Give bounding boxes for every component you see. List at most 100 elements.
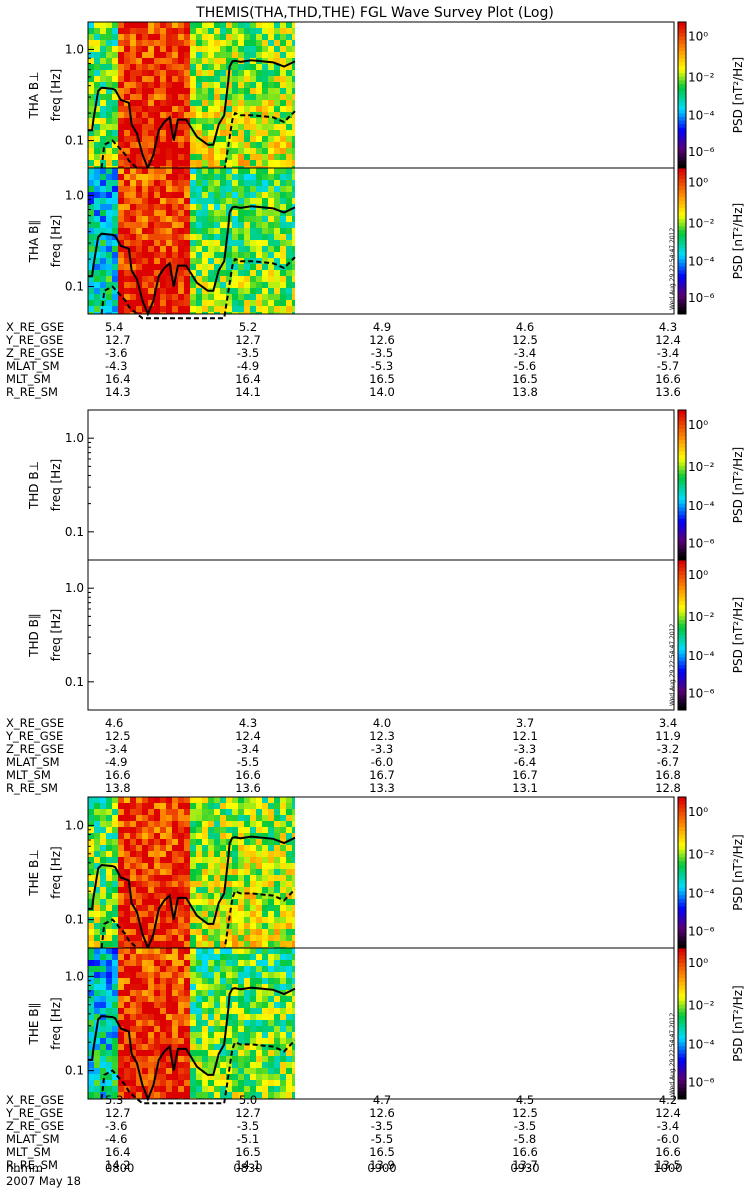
spectrogram-cell: [238, 270, 244, 276]
spectrogram-cell: [142, 851, 148, 857]
spectrogram-cell: [256, 100, 262, 106]
spectrogram-cell: [196, 851, 202, 857]
colorbar-segment: [678, 466, 686, 471]
ephemeris-value: -3.5: [514, 1119, 536, 1133]
colorbar-segment: [678, 970, 686, 975]
spectrogram-cell: [172, 312, 178, 314]
spectrogram-cell: [154, 839, 160, 845]
spectrogram-cell: [274, 154, 280, 160]
colorbar-tick-label: 10⁻⁴: [688, 1038, 715, 1052]
spectrogram-cell: [166, 803, 172, 809]
ephemeris-value: 12.6: [369, 333, 395, 347]
spectrogram-cell: [94, 258, 100, 264]
spectrogram-cell: [214, 923, 220, 929]
spectrogram-cell: [184, 803, 190, 809]
spectrogram-cell: [184, 186, 190, 192]
spectrogram-cell: [292, 40, 295, 46]
spectrogram-cell: [250, 857, 256, 863]
spectrogram-cell: [202, 136, 208, 142]
spectrogram-cell: [148, 100, 154, 106]
spectrogram-cell: [214, 282, 220, 288]
colorbar-segment: [678, 812, 686, 817]
spectrogram-cell: [112, 288, 118, 294]
spectrogram-cell: [214, 70, 220, 76]
spectrogram-cell: [190, 1026, 196, 1032]
spectrogram-cell: [112, 64, 118, 70]
ephemeris-value: 4.7: [373, 1093, 391, 1107]
spectrogram-cell: [118, 168, 124, 174]
spectrogram-cell: [268, 258, 274, 264]
spectrogram-cell: [178, 264, 184, 270]
spectrogram-cell: [124, 863, 130, 869]
spectrogram-cell: [112, 863, 118, 869]
spectrogram-cell: [220, 240, 226, 246]
spectrogram-cell: [256, 240, 262, 246]
spectrogram-cell: [154, 106, 160, 112]
ephemeris-value: -3.3: [371, 742, 393, 756]
spectrogram-cell: [178, 996, 184, 1002]
spectrogram-cell: [190, 833, 196, 839]
spectrogram-cell: [178, 851, 184, 857]
freq-tick-label: 1.0: [65, 188, 84, 202]
spectrogram-cell: [172, 972, 178, 978]
colorbar-segment: [678, 586, 686, 591]
spectrogram-cell: [142, 228, 148, 234]
spectrogram-cell: [88, 1062, 94, 1068]
spectrogram-cell: [292, 234, 295, 240]
colorbar-segment: [678, 1000, 686, 1006]
spectrogram-cell: [244, 82, 250, 88]
spectrogram-cell: [118, 118, 124, 124]
spectrogram-cell: [142, 1014, 148, 1020]
spectrogram-cell: [274, 1080, 280, 1086]
spectrogram-cell: [250, 1038, 256, 1044]
spectrogram-cell: [214, 22, 220, 28]
spectrogram-cell: [190, 881, 196, 887]
spectrogram-cell: [256, 270, 262, 276]
colorbar-segment: [678, 54, 686, 59]
spectrogram-cell: [166, 46, 172, 52]
spectrogram-cell: [274, 803, 280, 809]
colorbar-segment: [678, 186, 686, 191]
spectrogram-cell: [268, 990, 274, 996]
spectrogram-cell: [262, 905, 268, 911]
date-label: 2007 May 18: [6, 1174, 81, 1188]
spectrogram-cell: [274, 827, 280, 833]
spectrogram-cell: [130, 1038, 136, 1044]
spectrogram-cell: [166, 198, 172, 204]
spectrogram-cell: [172, 106, 178, 112]
colorbar-segment: [678, 940, 686, 945]
solid-line: [88, 986, 296, 1102]
spectrogram-cell: [220, 935, 226, 941]
spectrogram-cell: [184, 863, 190, 869]
spectrogram-cell: [280, 1050, 286, 1056]
spectrogram-cell: [196, 803, 202, 809]
spectrogram-cell: [208, 911, 214, 917]
spectrogram-cell: [154, 234, 160, 240]
spectrogram-cell: [142, 22, 148, 28]
spectrogram-cell: [262, 948, 268, 954]
spectrogram-cell: [244, 34, 250, 40]
spectrogram-cell: [136, 954, 142, 960]
colorbar-segment: [678, 485, 686, 490]
spectrogram-cell: [142, 1056, 148, 1062]
spectrogram-cell: [154, 1086, 160, 1092]
spectrogram-cell: [226, 809, 232, 815]
ephemeris-value: 12.7: [105, 333, 131, 347]
spectrogram-cell: [160, 94, 166, 100]
spectrogram-cell: [160, 917, 166, 923]
spectrogram-cell: [166, 204, 172, 210]
spectrogram-cell: [112, 58, 118, 64]
spectrogram-cell: [280, 186, 286, 192]
colorbar-segment: [678, 160, 686, 165]
spectrogram-cell: [148, 148, 154, 154]
spectrogram-cell: [196, 46, 202, 52]
colorbar-frame: [677, 167, 687, 315]
spectrogram-cell: [244, 166, 250, 168]
spectrogram-cell: [106, 875, 112, 881]
spectrogram-cell: [112, 1062, 118, 1068]
spectrogram-cell: [136, 923, 142, 929]
spectrogram-cell: [184, 1062, 190, 1068]
spectrogram-cell: [172, 1050, 178, 1056]
spectrogram-cell: [136, 216, 142, 222]
spectrogram-cell: [226, 954, 232, 960]
